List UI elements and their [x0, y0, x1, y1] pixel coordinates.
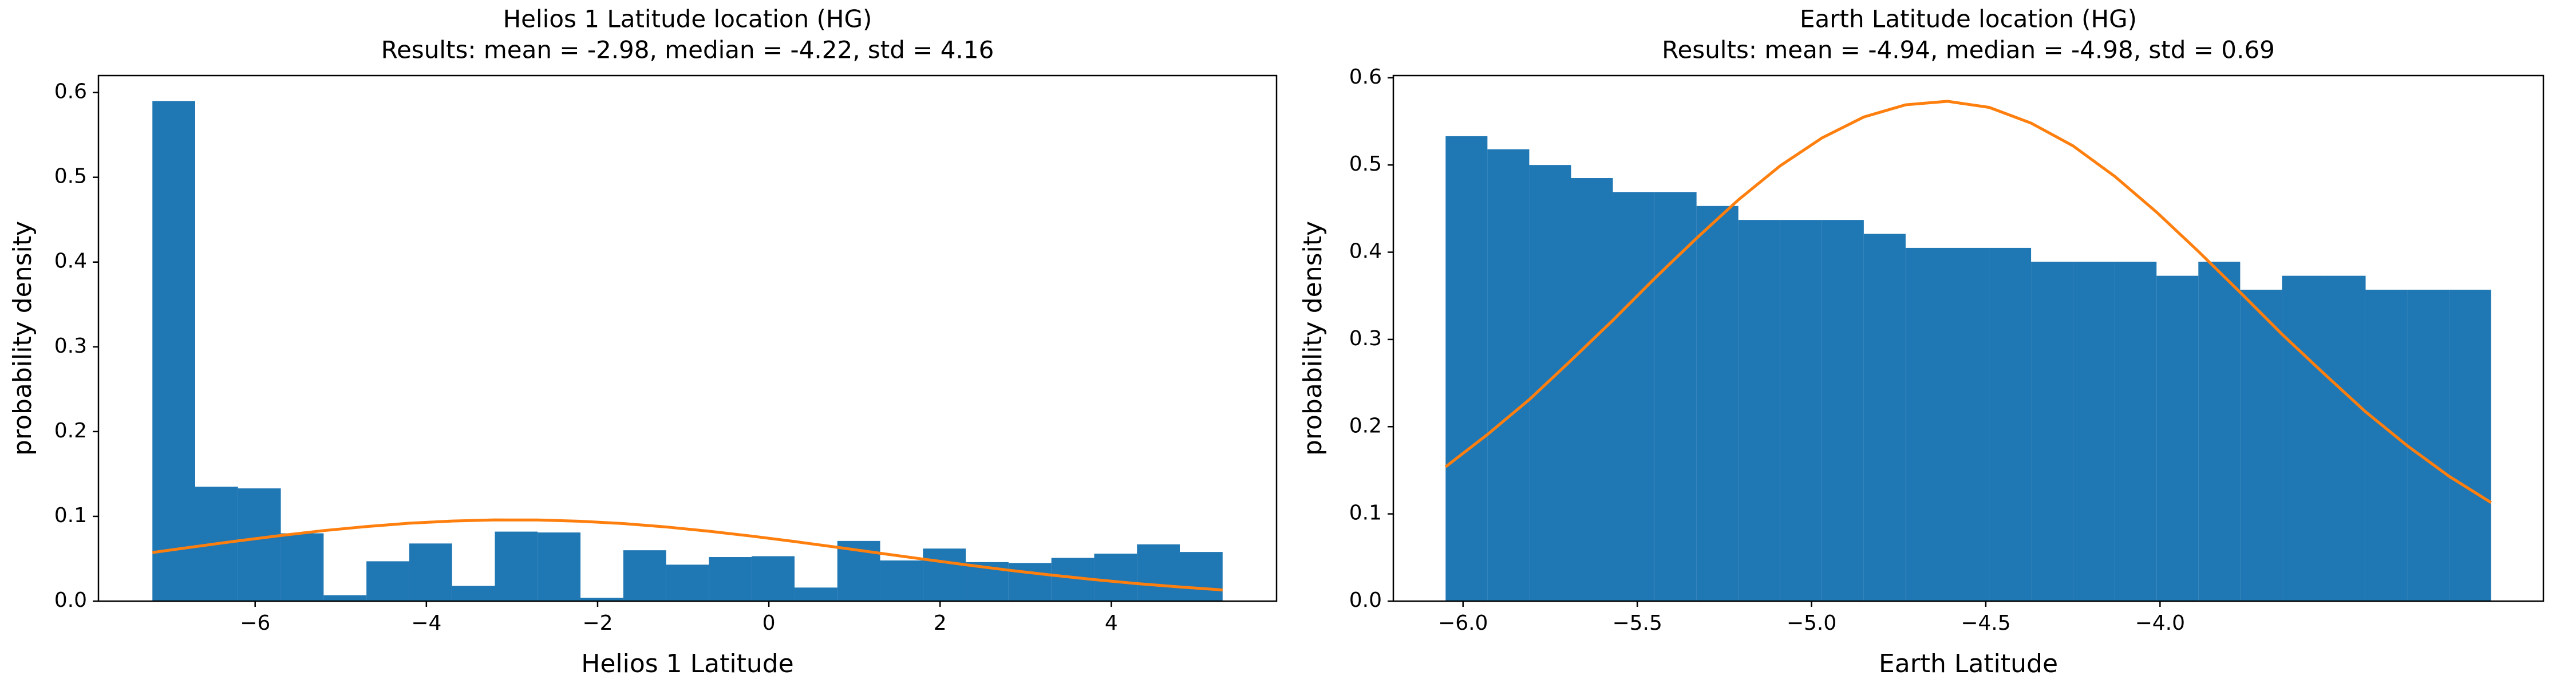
bar [1571, 178, 1613, 601]
chart-title: Helios 1 Latitude location (HG) [503, 5, 872, 33]
y-tick-label: 0.6 [54, 80, 87, 104]
bar [1696, 206, 1739, 601]
chart-title: Earth Latitude location (HG) [1800, 5, 2137, 33]
y-tick-label: 0.4 [1349, 240, 1382, 263]
axes-frame [97, 74, 1278, 602]
y-tick-label: 0.3 [1349, 327, 1382, 350]
y-tick-label: 0.2 [54, 419, 87, 443]
bar [238, 488, 281, 601]
bar [1094, 554, 1137, 601]
x-tick-label: −2 [582, 611, 613, 635]
y-tick-label: 0.3 [54, 334, 87, 358]
fit-curve [1444, 100, 2492, 504]
bar [2365, 290, 2408, 602]
x-tick-label: −5.5 [1612, 611, 1662, 635]
bar [923, 548, 966, 601]
bar [152, 101, 196, 601]
bar [880, 560, 923, 601]
bar [452, 586, 495, 601]
bar [1613, 192, 1655, 601]
x-axis-label: Earth Latitude [1879, 649, 2058, 678]
bar [2449, 290, 2491, 602]
bar [1654, 192, 1697, 601]
bar [1137, 544, 1180, 601]
x-tick-label: −6 [240, 611, 270, 635]
y-tick-label: 0.1 [54, 504, 87, 527]
bar [2240, 290, 2282, 602]
bar [1529, 165, 1571, 601]
fit-curve [152, 518, 1223, 591]
bar [1822, 220, 1864, 601]
x-tick-label: 2 [934, 611, 947, 635]
bar [323, 595, 367, 601]
bar [2115, 262, 2157, 602]
bar [580, 598, 623, 601]
y-tick-label: 0.5 [1349, 152, 1382, 176]
chart-subtitle: Results: mean = -2.98, median = -4.22, s… [381, 36, 994, 64]
y-tick-label: 0.0 [1349, 589, 1382, 612]
bar [2282, 275, 2324, 602]
bar [1487, 149, 1530, 601]
chart-subtitle: Results: mean = -4.94, median = -4.98, s… [1662, 36, 2275, 64]
bar [1863, 234, 1906, 601]
bar [538, 532, 581, 601]
x-tick-label: 4 [1105, 611, 1118, 635]
x-tick-label: 0 [762, 611, 776, 635]
bar [709, 557, 752, 601]
bar [366, 561, 409, 601]
y-axis-label: probability density [1298, 221, 1327, 456]
x-tick-label: −6.0 [1438, 611, 1488, 635]
x-tick-label: −4.0 [2135, 611, 2185, 635]
y-tick-label: 0.5 [54, 165, 87, 188]
x-tick-label: −5.0 [1787, 611, 1836, 635]
bar [1179, 552, 1223, 601]
bar [2324, 275, 2366, 602]
y-tick-label: 0.6 [1349, 65, 1382, 89]
bar [2073, 262, 2115, 602]
bar [623, 550, 666, 601]
x-tick-label: −4 [411, 611, 441, 635]
bar [2031, 262, 2073, 602]
bar [794, 587, 837, 601]
y-tick-label: 0.2 [1349, 414, 1382, 437]
bar [1445, 136, 1488, 601]
bar [280, 533, 324, 601]
bar [1989, 247, 2032, 602]
bar [1738, 220, 1780, 601]
x-tick-label: −4.5 [1961, 611, 2010, 635]
axes-frame [1392, 74, 2545, 602]
y-tick-label: 0.4 [54, 250, 87, 273]
bar [495, 531, 538, 601]
y-tick-label: 0.0 [54, 589, 87, 612]
y-axis-label: probability density [8, 221, 37, 456]
bar [1008, 563, 1052, 601]
bar [409, 543, 452, 601]
bar [1905, 247, 1947, 602]
x-axis-label: Helios 1 Latitude [581, 649, 794, 678]
bar [666, 564, 709, 601]
bar [2407, 290, 2449, 602]
bar [2198, 262, 2241, 602]
y-tick-label: 0.1 [1349, 502, 1382, 525]
bar [2156, 275, 2199, 602]
bar [1780, 220, 1822, 601]
bar [1947, 247, 1990, 602]
bar [752, 556, 795, 601]
